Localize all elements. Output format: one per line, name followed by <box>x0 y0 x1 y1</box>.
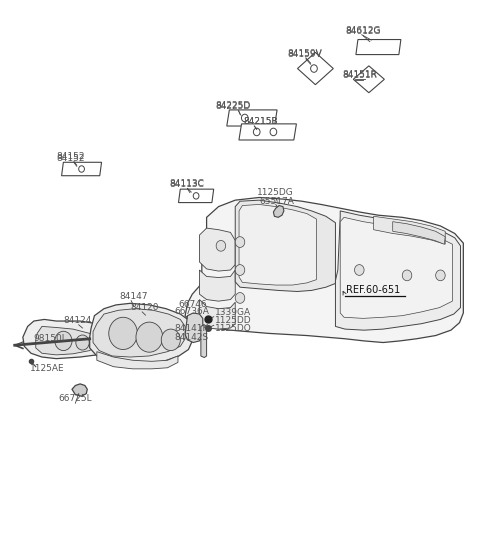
Text: 84120: 84120 <box>130 303 159 312</box>
Text: 84152: 84152 <box>56 153 85 163</box>
Text: 1125AE: 1125AE <box>30 364 65 373</box>
Circle shape <box>79 166 84 172</box>
Circle shape <box>355 265 364 275</box>
Polygon shape <box>61 163 102 176</box>
Text: 84225D: 84225D <box>215 102 251 111</box>
Circle shape <box>193 193 199 199</box>
Circle shape <box>235 265 245 275</box>
Circle shape <box>402 270 412 281</box>
Text: 84151R: 84151R <box>343 70 377 79</box>
Text: 1125DG: 1125DG <box>257 188 293 198</box>
Text: 1339GA: 1339GA <box>215 308 252 317</box>
Text: 84159V: 84159V <box>288 50 323 59</box>
Circle shape <box>253 128 260 136</box>
Polygon shape <box>36 326 96 355</box>
Text: 84124: 84124 <box>63 316 92 325</box>
Polygon shape <box>185 313 203 342</box>
Polygon shape <box>185 198 463 342</box>
Polygon shape <box>97 352 178 369</box>
Polygon shape <box>336 211 460 330</box>
Polygon shape <box>227 110 277 126</box>
Text: 65517A: 65517A <box>259 197 294 206</box>
Text: 1125DQ: 1125DQ <box>215 325 252 333</box>
Text: 84113C: 84113C <box>170 179 205 188</box>
Polygon shape <box>239 124 297 140</box>
Text: 66736A: 66736A <box>174 307 209 316</box>
Polygon shape <box>393 221 445 244</box>
Text: 84141K: 84141K <box>174 325 208 333</box>
Circle shape <box>241 114 248 122</box>
Polygon shape <box>298 52 333 85</box>
Circle shape <box>436 270 445 281</box>
Circle shape <box>161 329 180 350</box>
Circle shape <box>136 322 163 352</box>
Polygon shape <box>201 325 206 357</box>
Polygon shape <box>90 303 192 364</box>
Polygon shape <box>199 270 235 301</box>
Text: 84147: 84147 <box>120 292 148 301</box>
Text: 84151R: 84151R <box>343 71 377 80</box>
Text: 66746: 66746 <box>178 300 206 309</box>
Circle shape <box>311 65 317 72</box>
Polygon shape <box>93 309 185 357</box>
Polygon shape <box>72 384 87 396</box>
Text: 84152: 84152 <box>56 152 85 161</box>
Polygon shape <box>23 320 115 359</box>
Circle shape <box>270 128 277 136</box>
Circle shape <box>109 318 137 349</box>
Polygon shape <box>356 39 401 55</box>
Text: 98150I: 98150I <box>34 334 65 342</box>
Polygon shape <box>179 189 214 202</box>
Text: 84215B: 84215B <box>244 117 278 126</box>
Polygon shape <box>353 66 384 93</box>
Text: 84159V: 84159V <box>288 49 323 58</box>
Polygon shape <box>239 205 316 285</box>
Text: 66725L: 66725L <box>59 394 92 403</box>
Text: 84142S: 84142S <box>174 333 208 342</box>
Circle shape <box>55 331 72 350</box>
Circle shape <box>235 293 245 303</box>
Polygon shape <box>340 218 452 319</box>
Text: 84225D: 84225D <box>215 102 251 111</box>
Polygon shape <box>274 206 284 218</box>
Text: 1125DD: 1125DD <box>215 316 252 325</box>
Text: 84215B: 84215B <box>244 117 278 126</box>
Polygon shape <box>235 200 336 292</box>
Text: 84612G: 84612G <box>345 26 381 35</box>
Polygon shape <box>199 228 235 271</box>
Circle shape <box>235 237 245 247</box>
Circle shape <box>216 240 226 251</box>
Text: REF.60-651: REF.60-651 <box>346 285 400 295</box>
Text: 84113C: 84113C <box>170 180 205 189</box>
Text: 84612G: 84612G <box>345 27 381 36</box>
Polygon shape <box>373 217 445 244</box>
Polygon shape <box>199 300 235 329</box>
Circle shape <box>76 335 89 350</box>
